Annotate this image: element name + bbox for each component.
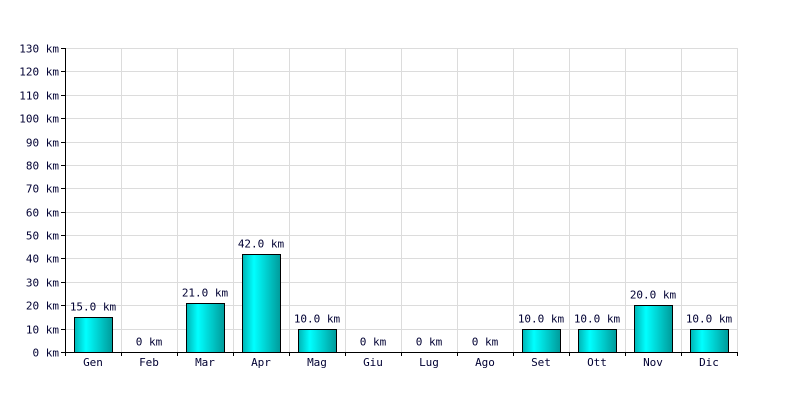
x-tick-label-ago: Ago — [475, 356, 495, 369]
data-label-nov: 20.0 km — [630, 289, 677, 302]
y-tick-label: 70 km — [26, 183, 59, 196]
x-tick-label-giu: Giu — [363, 356, 383, 369]
bar-set — [522, 329, 561, 353]
y-tick-label: 50 km — [26, 230, 59, 243]
axes — [61, 48, 738, 356]
x-tick-label-dic: Dic — [699, 356, 719, 369]
x-tick-label-mar: Mar — [195, 356, 215, 369]
x-tick-label-mag: Mag — [307, 356, 327, 369]
y-tick-label: 100 km — [19, 113, 59, 126]
data-label-set: 10.0 km — [518, 313, 565, 326]
y-tick-label: 60 km — [26, 207, 59, 220]
x-tick-label-gen: Gen — [83, 356, 103, 369]
y-tick-label: 90 km — [26, 137, 59, 150]
gridlines — [65, 48, 738, 352]
y-tick-label: 20 km — [26, 300, 59, 313]
bar-dic — [690, 329, 729, 353]
data-label-mag: 10.0 km — [294, 313, 341, 326]
bar-gen — [74, 317, 113, 353]
y-tick-label: 10 km — [26, 324, 59, 337]
data-label-ago: 0 km — [472, 336, 499, 349]
data-label-lug: 0 km — [416, 336, 443, 349]
bar-apr — [242, 254, 281, 353]
bar-ott — [578, 329, 617, 353]
data-label-giu: 0 km — [360, 336, 387, 349]
x-tick-labels: Gen Feb Mar Apr Mag Giu Lug Ago Set Ott Nov Dic — [83, 356, 719, 369]
y-tick-label: 30 km — [26, 277, 59, 290]
bar-mag — [298, 329, 337, 353]
y-tick-label: 130 km — [19, 43, 59, 56]
data-label-ott: 10.0 km — [574, 313, 621, 326]
data-label-mar: 21.0 km — [182, 287, 229, 300]
data-label-feb: 0 km — [136, 336, 163, 349]
data-label-apr: 42.0 km — [238, 238, 285, 251]
x-tick-label-nov: Nov — [643, 356, 663, 369]
bar-nov — [634, 305, 673, 353]
data-label-gen: 15.0 km — [70, 301, 117, 314]
x-tick-label-lug: Lug — [419, 356, 439, 369]
y-tick-labels: 0 km 10 km 20 km 30 km 40 km 50 km 60 km 70 km 8… — [19, 43, 59, 360]
y-tick-label: 80 km — [26, 160, 59, 173]
x-tick-label-set: Set — [531, 356, 551, 369]
x-tick-label-feb: Feb — [139, 356, 159, 369]
y-tick-label: 120 km — [19, 66, 59, 79]
data-label-dic: 10.0 km — [686, 313, 733, 326]
bar-mar — [186, 303, 225, 353]
y-tick-label: 0 km — [33, 347, 60, 360]
x-tick-label-apr: Apr — [251, 356, 271, 369]
x-tick-label-ott: Ott — [587, 356, 607, 369]
y-tick-label: 110 km — [19, 90, 59, 103]
data-labels: 15.0 km 0 km 21.0 km 42.0 km 10.0 km 0 km 0 km… — [70, 238, 733, 349]
y-tick-label: 40 km — [26, 253, 59, 266]
